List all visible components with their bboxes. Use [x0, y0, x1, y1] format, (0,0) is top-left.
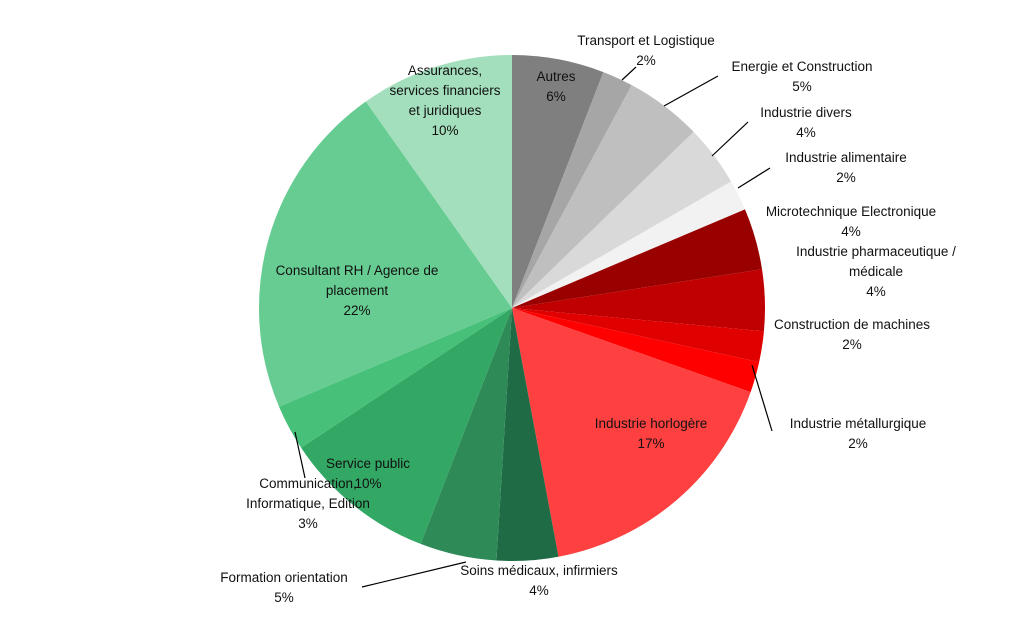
pie-slice — [512, 72, 632, 308]
slice-name-label: Energie et Construction — [731, 59, 872, 74]
slice-name-label: Autres — [536, 69, 575, 84]
leader-lines — [294, 66, 773, 588]
pie-slice — [512, 131, 732, 308]
slice-label: Autres 6% — [536, 69, 575, 104]
slice-name-label: Industrie métallurgique — [790, 416, 927, 431]
slice-name-label: Industrie alimentaire — [785, 150, 907, 165]
slice-value-label: 10% — [354, 476, 381, 491]
pie-slice — [365, 55, 512, 308]
slice-label: Industrie métallurgique 2% — [790, 416, 927, 451]
slice-name-label: Industrie horlogère — [595, 416, 708, 431]
slice-value-label: 2% — [842, 337, 862, 352]
slice-label: Service public 10% — [326, 456, 410, 491]
pie-slice — [301, 308, 512, 544]
slice-label: Energie et Construction 5% — [731, 59, 872, 94]
leader-line — [361, 561, 467, 588]
leader-line — [621, 66, 637, 81]
slice-label: Industrie divers 4% — [760, 105, 852, 140]
leader-line — [711, 121, 749, 157]
slice-value-label: 10% — [431, 123, 458, 138]
slice-value-label: 4% — [866, 284, 886, 299]
leader-line — [751, 364, 773, 432]
slice-name-label: Transport et Logistique — [577, 33, 715, 48]
slice-value-label: 4% — [841, 224, 861, 239]
slice-name-label: Assurances, — [408, 63, 482, 78]
pie-slice — [512, 269, 766, 332]
pie-slice — [512, 85, 694, 308]
pie-slice — [279, 308, 512, 448]
slice-label: Soins médicaux, infirmiers 4% — [460, 563, 618, 598]
slice-value-label: 5% — [792, 79, 812, 94]
pie-slice — [420, 308, 512, 561]
pie-slice — [512, 308, 751, 557]
slice-name-label: Industrie divers — [760, 105, 852, 120]
slice-name-label: placement — [326, 283, 389, 298]
slice-labels: Autres 6% Transport et Logistique 2% Energie… — [220, 33, 956, 605]
slice-value-label: 4% — [529, 583, 549, 598]
slice-label: Communication, Informatique, Edition 3% — [246, 476, 370, 531]
slice-name-label: Construction de machines — [774, 317, 930, 332]
slice-name-label: et juridiques — [409, 103, 482, 118]
slice-label: Industrie horlogère 17% — [595, 416, 708, 451]
slice-name-label: Service public — [326, 456, 410, 471]
slice-value-label: 17% — [637, 436, 664, 451]
slice-label: Transport et Logistique 2% — [577, 33, 715, 68]
slice-name-label: Informatique, Edition — [246, 496, 370, 511]
pie-slices — [258, 55, 766, 561]
slice-value-label: 2% — [848, 436, 868, 451]
slice-name-label: Formation orientation — [220, 570, 348, 585]
slice-name-label: Consultant RH / Agence de — [276, 263, 439, 278]
pie-slice — [512, 209, 763, 308]
pie-slice — [496, 308, 559, 561]
pie-slice — [512, 308, 760, 393]
pie-slice — [512, 181, 745, 308]
slice-value-label: 6% — [546, 89, 566, 104]
slice-value-label: 2% — [636, 53, 656, 68]
slice-name-label: Microtechnique Electronique — [766, 204, 936, 219]
slice-label: Industrie alimentaire 2% — [785, 150, 907, 185]
pie-slice — [258, 101, 512, 407]
slice-label: Microtechnique Electronique 4% — [766, 204, 936, 239]
pie-slice — [512, 308, 764, 363]
slice-value-label: 22% — [343, 303, 370, 318]
slice-value-label: 5% — [274, 590, 294, 605]
slice-name-label: services financiers — [389, 83, 500, 98]
slice-label: Industrie pharmaceutique / médicale 4% — [796, 244, 956, 299]
pie-slice — [512, 55, 604, 308]
slice-label: Assurances, services financiers et juridiq… — [389, 63, 500, 138]
slice-value-label: 2% — [836, 170, 856, 185]
slice-label: Construction de machines 2% — [774, 317, 930, 352]
slice-name-label: Communication, — [259, 476, 357, 491]
leader-line — [737, 167, 771, 189]
slice-name-label: médicale — [849, 264, 903, 279]
leader-line — [663, 75, 719, 107]
slice-value-label: 3% — [298, 516, 318, 531]
slice-label: Consultant RH / Agence de placement 22% — [276, 263, 439, 318]
leader-line — [294, 431, 306, 479]
slice-name-label: Soins médicaux, infirmiers — [460, 563, 618, 578]
slice-name-label: Industrie pharmaceutique / — [796, 244, 956, 259]
slice-label: Formation orientation 5% — [220, 570, 348, 605]
slice-value-label: 4% — [796, 125, 816, 140]
